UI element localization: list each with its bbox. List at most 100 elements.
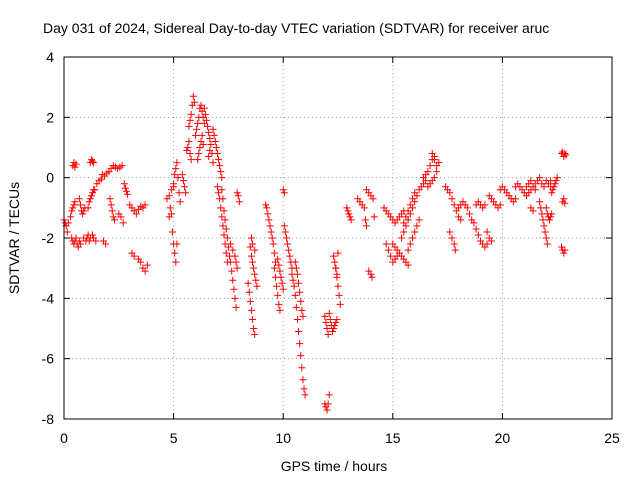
- data-point: [120, 180, 128, 188]
- data-point: [335, 291, 343, 299]
- data-point: [512, 195, 520, 203]
- data-point: [137, 258, 145, 266]
- y-tick-label: 4: [46, 49, 54, 65]
- data-point: [450, 240, 458, 248]
- data-point: [210, 131, 218, 139]
- data-point: [446, 189, 454, 197]
- data-point: [560, 249, 568, 257]
- data-point: [196, 144, 204, 151]
- data-point: [72, 234, 80, 242]
- data-point: [384, 246, 392, 254]
- data-point: [561, 199, 569, 207]
- data-point: [263, 204, 271, 212]
- data-point: [201, 110, 209, 118]
- data-point: [220, 207, 228, 215]
- data-point: [217, 168, 225, 176]
- data-point: [334, 282, 342, 290]
- data-point: [76, 240, 84, 248]
- y-tick-labels: -8 -6 -4 -2 0 2 4: [42, 49, 55, 427]
- data-point: [249, 315, 257, 323]
- data-point: [426, 162, 434, 170]
- data-point: [276, 306, 284, 314]
- data-point: [71, 198, 79, 206]
- data-point: [235, 198, 243, 206]
- data-point: [295, 279, 303, 287]
- data-point: [106, 195, 114, 203]
- data-point: [109, 213, 117, 221]
- data-point: [430, 174, 438, 182]
- data-point: [329, 328, 337, 336]
- data-point: [189, 92, 197, 100]
- data-point: [561, 246, 569, 254]
- data-point: [122, 187, 130, 195]
- data-point: [247, 234, 255, 242]
- y-tick-label: 0: [46, 170, 54, 186]
- data-point: [84, 204, 92, 212]
- data-point: [132, 210, 140, 218]
- data-point: [297, 297, 305, 305]
- data-point: [285, 246, 293, 254]
- chart-title: Day 031 of 2024, Sidereal Day-to-day VTE…: [43, 20, 549, 36]
- data-point: [472, 225, 480, 233]
- data-point: [181, 183, 189, 191]
- data-point: [451, 246, 459, 254]
- data-point: [141, 267, 149, 275]
- data-point: [182, 189, 190, 197]
- data-point: [230, 285, 238, 293]
- data-point: [286, 252, 294, 260]
- data-point: [88, 157, 96, 165]
- data-point: [167, 210, 175, 218]
- data-point: [91, 186, 99, 194]
- data-point: [542, 204, 550, 212]
- data-point: [333, 270, 341, 278]
- data-point: [121, 184, 129, 192]
- data-point: [64, 219, 72, 227]
- data-point: [245, 288, 253, 296]
- data-point: [244, 279, 252, 287]
- data-point: [277, 273, 285, 281]
- y-tick-label: -6: [42, 351, 55, 367]
- data-point: [218, 186, 226, 194]
- data-point: [184, 144, 192, 151]
- data-point: [229, 276, 237, 284]
- data-point: [402, 213, 410, 221]
- data-point: [279, 186, 287, 194]
- data-point: [67, 213, 75, 221]
- data-point: [274, 255, 282, 263]
- data-point: [474, 231, 482, 239]
- data-point: [175, 189, 183, 197]
- data-point: [174, 174, 182, 182]
- data-point: [293, 315, 301, 323]
- data-point: [218, 174, 226, 182]
- data-point: [171, 249, 179, 257]
- data-point: [211, 137, 219, 145]
- data-point: [270, 264, 278, 272]
- data-point: [219, 222, 227, 230]
- data-point: [87, 192, 95, 200]
- data-point: [172, 165, 180, 173]
- data-point: [324, 400, 332, 408]
- data-point: [466, 210, 474, 218]
- data-point: [483, 240, 491, 248]
- data-point: [80, 207, 88, 215]
- x-tick-labels: 0 5 10 15 20 25: [60, 430, 620, 446]
- data-point: [282, 234, 290, 242]
- y-tick-label: -8: [42, 411, 55, 427]
- data-point: [324, 331, 332, 339]
- data-point: [199, 140, 207, 148]
- data-point: [227, 240, 235, 248]
- data-point: [193, 125, 201, 133]
- x-axis-label: GPS time / hours: [281, 458, 388, 474]
- data-point: [549, 186, 557, 194]
- data-point: [266, 222, 274, 230]
- data-point: [97, 175, 105, 183]
- data-point: [299, 376, 307, 384]
- data-point: [221, 216, 229, 224]
- data-point: [213, 183, 221, 191]
- data-point: [552, 177, 560, 185]
- data-point: [406, 201, 414, 209]
- data-point: [448, 234, 456, 242]
- data-point: [290, 282, 298, 290]
- data-point: [267, 228, 275, 236]
